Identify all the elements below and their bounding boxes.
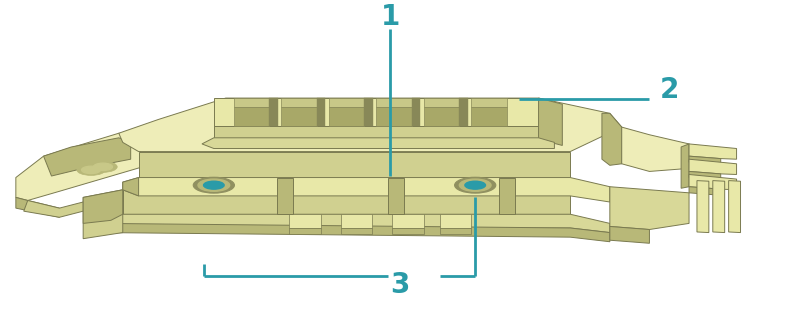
Circle shape [198, 179, 230, 191]
Polygon shape [471, 98, 507, 107]
Polygon shape [689, 156, 721, 165]
Polygon shape [364, 98, 372, 125]
Polygon shape [16, 133, 143, 201]
Polygon shape [412, 98, 420, 125]
Circle shape [459, 179, 491, 191]
Polygon shape [689, 175, 737, 190]
Polygon shape [376, 98, 412, 107]
Polygon shape [689, 171, 721, 180]
Polygon shape [424, 98, 459, 107]
Polygon shape [234, 107, 269, 125]
Polygon shape [103, 214, 610, 233]
Polygon shape [123, 178, 139, 196]
Text: 2: 2 [660, 76, 679, 104]
Circle shape [204, 181, 224, 189]
Polygon shape [214, 125, 539, 139]
Polygon shape [341, 228, 372, 234]
Polygon shape [44, 138, 131, 176]
Polygon shape [281, 98, 317, 107]
Polygon shape [281, 107, 317, 125]
Polygon shape [392, 214, 424, 228]
Polygon shape [697, 180, 709, 233]
Text: 3: 3 [390, 271, 409, 299]
Polygon shape [622, 127, 689, 171]
Polygon shape [440, 228, 471, 234]
Polygon shape [388, 178, 404, 214]
Polygon shape [329, 98, 364, 107]
Polygon shape [681, 144, 689, 188]
Polygon shape [24, 187, 143, 217]
Polygon shape [689, 159, 737, 175]
Circle shape [93, 163, 112, 171]
Polygon shape [729, 180, 741, 233]
Polygon shape [234, 98, 269, 107]
Polygon shape [539, 98, 562, 146]
Polygon shape [16, 197, 59, 217]
Circle shape [193, 177, 234, 193]
Polygon shape [119, 98, 622, 151]
Polygon shape [289, 228, 321, 234]
Circle shape [82, 166, 101, 174]
Circle shape [465, 181, 485, 189]
Polygon shape [329, 107, 364, 125]
Polygon shape [471, 107, 507, 125]
Text: 1: 1 [381, 3, 400, 31]
Polygon shape [376, 107, 412, 125]
Polygon shape [123, 178, 610, 202]
Polygon shape [499, 178, 515, 214]
Polygon shape [214, 98, 539, 125]
Polygon shape [277, 178, 293, 214]
Circle shape [455, 177, 496, 193]
Polygon shape [459, 98, 467, 125]
Polygon shape [610, 187, 689, 230]
Polygon shape [424, 107, 459, 125]
Polygon shape [602, 113, 622, 165]
Polygon shape [123, 190, 570, 214]
Polygon shape [341, 214, 372, 228]
Polygon shape [289, 214, 321, 228]
Polygon shape [610, 226, 649, 243]
Polygon shape [139, 151, 570, 178]
Polygon shape [392, 228, 424, 234]
Polygon shape [689, 144, 737, 159]
Polygon shape [440, 214, 471, 228]
Polygon shape [317, 98, 325, 125]
Polygon shape [269, 98, 277, 125]
Polygon shape [103, 223, 610, 242]
Polygon shape [83, 190, 123, 239]
Polygon shape [83, 190, 123, 223]
Circle shape [77, 164, 105, 176]
Polygon shape [689, 187, 721, 195]
Circle shape [89, 161, 117, 172]
Polygon shape [713, 180, 725, 233]
Polygon shape [202, 138, 554, 149]
